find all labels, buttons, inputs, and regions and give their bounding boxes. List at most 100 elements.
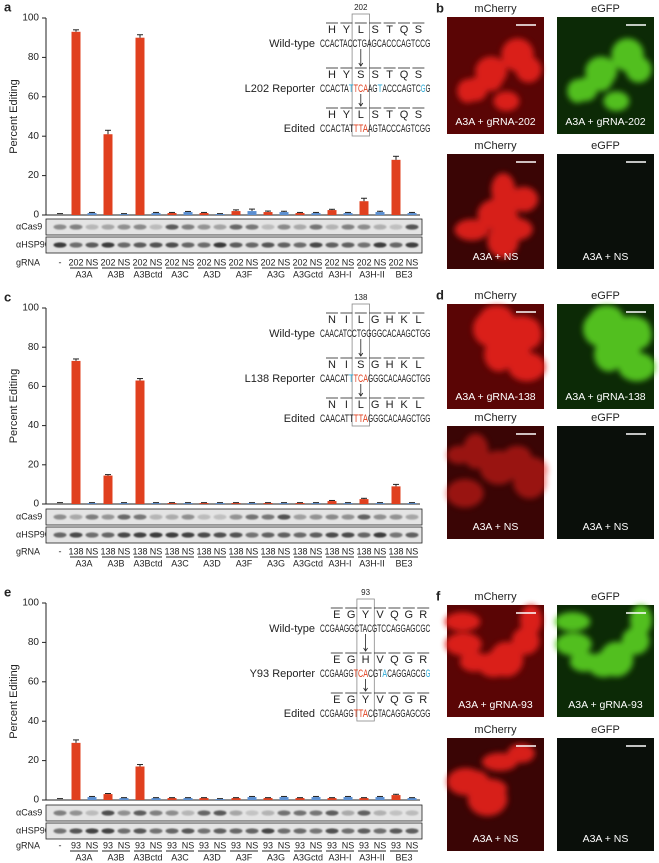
amino-acid: L xyxy=(358,314,364,326)
blot-band xyxy=(101,242,115,248)
channel-label: eGFP xyxy=(591,3,620,15)
amino-acid: Q xyxy=(400,69,409,81)
sequence-label: Wild-type xyxy=(269,328,315,340)
error-bar xyxy=(105,792,111,795)
x-tick-label: 93 xyxy=(135,840,145,850)
error-bar xyxy=(393,793,399,796)
arrow-head xyxy=(363,687,368,692)
micrograph xyxy=(557,738,654,851)
x-tick-label: NS xyxy=(374,257,387,267)
channel-label: mCherry xyxy=(474,412,517,424)
bar xyxy=(359,499,369,504)
micrograph xyxy=(557,426,654,539)
x-tick-label: 93 xyxy=(263,840,273,850)
amino-acid: K xyxy=(400,314,408,326)
dna-segment: CCGAAGG xyxy=(320,668,354,680)
bar xyxy=(247,211,257,215)
blot-band xyxy=(165,810,179,816)
cells xyxy=(554,604,652,678)
error-bar xyxy=(169,211,175,214)
amino-acid: R xyxy=(419,694,427,706)
dna-segment: A xyxy=(382,668,387,680)
x-tick-label: 138 xyxy=(164,546,179,556)
cells xyxy=(457,38,542,112)
x-tick-label: NS xyxy=(246,257,259,267)
blot-band xyxy=(101,810,115,816)
y-tick-label: 40 xyxy=(28,131,40,142)
bar xyxy=(311,797,321,800)
cell xyxy=(479,450,518,485)
channel-label: mCherry xyxy=(474,591,517,603)
group-label: A3C xyxy=(171,852,189,862)
blot-band xyxy=(293,828,307,834)
error-bar xyxy=(265,210,271,213)
cell xyxy=(444,612,481,632)
error-bar xyxy=(137,34,143,38)
amino-acid: Q xyxy=(400,109,409,121)
blot-band xyxy=(309,828,323,834)
bar xyxy=(295,503,305,504)
bar xyxy=(407,213,417,215)
bar xyxy=(167,798,177,800)
error-bar xyxy=(281,795,287,798)
error-bar xyxy=(409,211,415,214)
x-tick-label: 138 xyxy=(388,546,403,556)
image-caption: A3A + NS xyxy=(473,833,519,845)
x-tick-label: 202 xyxy=(68,257,83,267)
error-bar xyxy=(345,211,351,214)
blot-band xyxy=(229,514,243,520)
cells xyxy=(582,305,656,382)
x-tick-label: NS xyxy=(278,257,291,267)
bar xyxy=(119,503,129,504)
sequence-label: Edited xyxy=(284,413,315,425)
channel-label: eGFP xyxy=(591,591,620,603)
cell xyxy=(514,456,548,484)
x-tick-label: 93 xyxy=(167,840,177,850)
blot-band xyxy=(85,224,99,230)
group-label: A3Gctd xyxy=(293,852,323,862)
amino-acid: Q xyxy=(390,654,399,666)
bar xyxy=(87,797,97,800)
group-label: A3G xyxy=(267,852,285,862)
amino-acid: G xyxy=(347,609,356,621)
x-tick-label: NS xyxy=(310,546,323,556)
blot-band xyxy=(325,224,339,230)
blot-band xyxy=(117,810,131,816)
blot-band xyxy=(293,514,307,520)
blot-band xyxy=(325,514,339,520)
cell xyxy=(567,79,588,103)
amino-acid: L xyxy=(358,24,364,36)
y-tick-label: 80 xyxy=(28,342,40,353)
blot-band xyxy=(325,242,339,248)
sequence-label: L138 Reporter xyxy=(245,373,316,385)
blot-band xyxy=(85,514,99,520)
group-label: A3H-I xyxy=(328,269,351,279)
y-tick-label: 20 xyxy=(28,459,40,470)
bar xyxy=(55,799,65,800)
blot-band xyxy=(181,242,195,248)
image-caption: A3A + NS xyxy=(583,521,629,533)
codon-box xyxy=(356,598,375,722)
blot-band xyxy=(389,532,403,538)
blot-band xyxy=(293,810,307,816)
y-tick-label: 80 xyxy=(28,637,40,648)
cell xyxy=(603,91,630,112)
x-tick-label: NS xyxy=(406,257,419,267)
amino-acid: Q xyxy=(390,609,399,621)
codon-box xyxy=(351,303,370,427)
amino-acid: S xyxy=(357,359,364,371)
row-label: gRNA xyxy=(16,546,40,556)
image-caption: A3A + NS xyxy=(583,251,629,263)
amino-acid: G xyxy=(371,399,380,411)
error-bar xyxy=(377,210,383,213)
blot-band xyxy=(293,242,307,248)
dna-segment: CGT xyxy=(368,668,383,680)
bar xyxy=(391,159,401,215)
bar xyxy=(151,798,161,800)
amino-acid: H xyxy=(328,69,336,81)
amino-acid: S xyxy=(415,24,422,36)
cell xyxy=(446,479,484,508)
blot-band xyxy=(213,810,227,816)
bar xyxy=(151,503,161,504)
cells xyxy=(567,38,652,112)
